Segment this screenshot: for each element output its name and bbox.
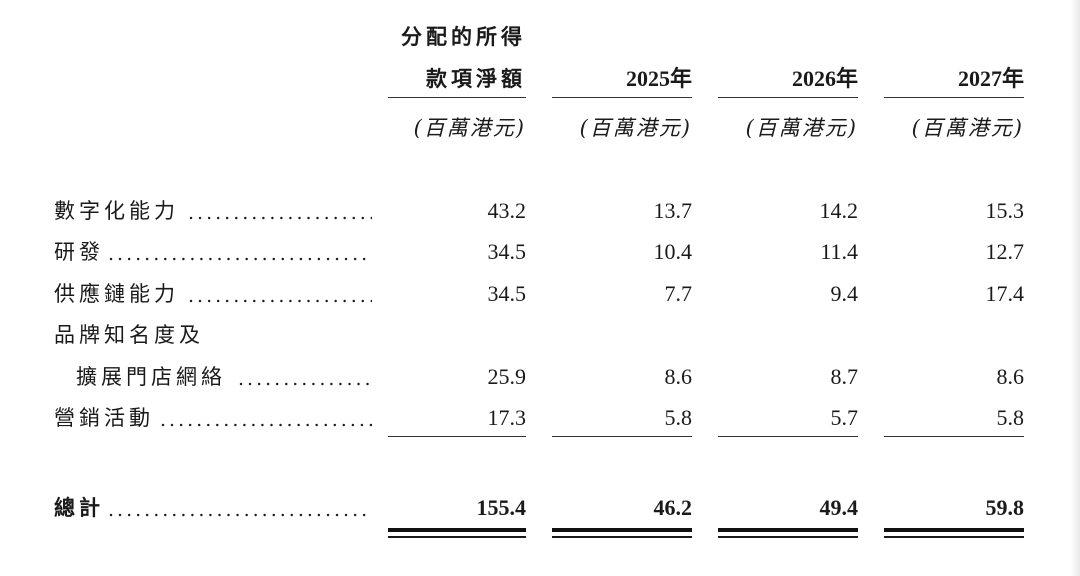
table-cell: 25.9 [487, 364, 527, 389]
total-double-rule-bottom [884, 536, 1024, 538]
subtotal-rule [388, 436, 526, 437]
row-label: 營銷活動 [54, 406, 154, 430]
leader-dots: ........................................… [108, 243, 372, 265]
header-year-2027: 2027年 [957, 66, 1024, 91]
header-year-2025: 2025年 [625, 66, 692, 91]
leader-dots: ........................................… [238, 368, 372, 390]
table-cell: 17.4 [985, 281, 1025, 306]
page-edge-shadow [1070, 0, 1080, 576]
header-col0-line2: 款項淨額 [426, 66, 526, 91]
total-double-rule-bottom [388, 536, 526, 538]
header-rule [718, 97, 858, 98]
table-cell: 34.5 [487, 281, 527, 306]
header-unit: (百萬港元) [579, 116, 692, 140]
row-label: 供應鏈能力 [54, 282, 179, 306]
table-cell: 10.4 [653, 239, 693, 264]
total-double-rule-top [388, 528, 526, 532]
table-cell: 8.6 [996, 364, 1025, 389]
total-double-rule-top [718, 528, 858, 532]
header-unit: (百萬港元) [745, 116, 858, 140]
table-cell: 12.7 [985, 239, 1025, 264]
total-double-rule-top [552, 528, 692, 532]
total-cell: 155.4 [476, 495, 527, 520]
header-rule [884, 97, 1024, 98]
table-cell: 5.8 [664, 405, 693, 430]
leader-dots: ........................................… [188, 285, 372, 307]
table-cell: 8.6 [664, 364, 693, 389]
table-cell: 34.5 [487, 239, 527, 264]
subtotal-rule [884, 436, 1024, 437]
table-cell: 9.4 [830, 281, 859, 306]
total-label: 總計 [54, 495, 104, 520]
row-label: 數字化能力 [54, 199, 179, 223]
total-cell: 49.4 [819, 495, 859, 520]
leader-dots: ........................................… [108, 499, 372, 521]
subtotal-rule [552, 436, 692, 437]
total-double-rule-top [884, 528, 1024, 532]
table-cell: 17.3 [487, 405, 527, 430]
total-cell: 46.2 [653, 495, 693, 520]
header-year-2026: 2026年 [791, 66, 858, 91]
table-cell: 43.2 [487, 198, 527, 223]
total-cell: 59.8 [985, 495, 1025, 520]
subtotal-rule [718, 436, 858, 437]
table-cell: 8.7 [830, 364, 859, 389]
total-double-rule-bottom [718, 536, 858, 538]
table-cell: 13.7 [653, 198, 693, 223]
table-cell: 11.4 [820, 239, 858, 264]
header-col0-line1: 分配的所得 [401, 24, 526, 49]
table-cell: 7.7 [664, 281, 693, 306]
table-cell: 14.2 [819, 198, 859, 223]
row-label: 品牌知名度及 [54, 323, 204, 347]
table-cell: 5.8 [996, 405, 1025, 430]
leader-dots: ........................................… [160, 409, 372, 431]
table-cell: 5.7 [830, 405, 859, 430]
row-label-continuation: 擴展門店網絡 [76, 365, 226, 389]
row-label: 研發 [54, 240, 104, 264]
total-double-rule-bottom [552, 536, 692, 538]
header-unit: (百萬港元) [911, 116, 1024, 140]
header-unit: (百萬港元) [413, 116, 526, 140]
header-rule [388, 97, 526, 98]
header-rule [552, 97, 692, 98]
table-cell: 15.3 [985, 198, 1025, 223]
leader-dots: ........................................… [188, 202, 372, 224]
